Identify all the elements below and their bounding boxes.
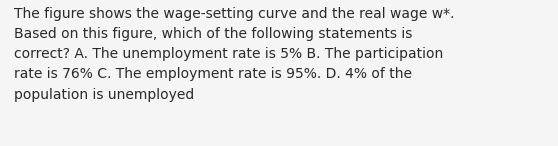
- Text: The figure shows the wage-setting curve and the real wage w*.
Based on this figu: The figure shows the wage-setting curve …: [14, 7, 454, 101]
